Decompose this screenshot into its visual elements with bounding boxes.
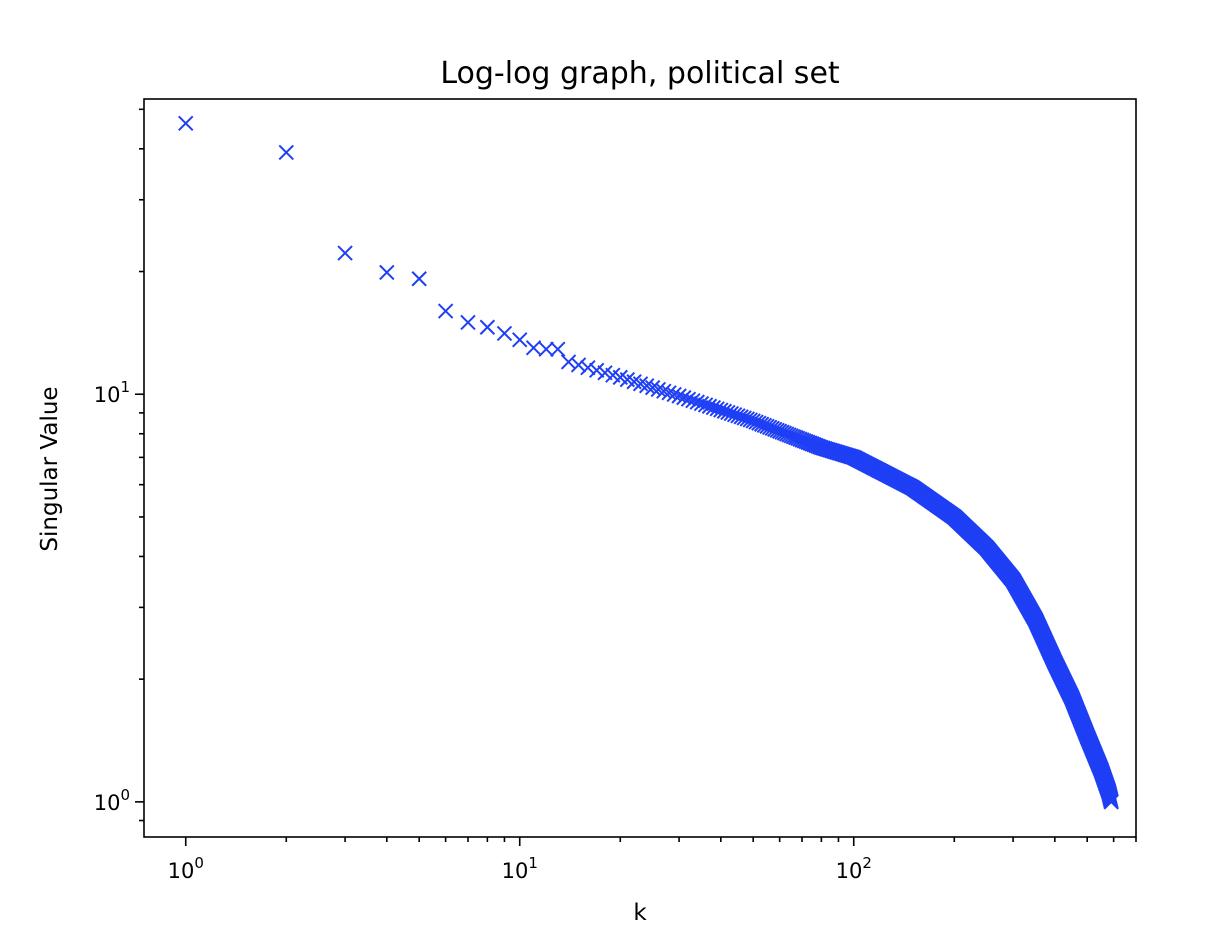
data-point [178,115,194,132]
data-points [178,115,1119,810]
data-point [588,362,605,379]
data-point [1103,794,1119,810]
x-tick-label: 100 [168,854,204,883]
data-point [479,319,496,335]
data-point [560,354,577,370]
data-point [661,385,677,401]
data-point [650,381,667,398]
data-point [538,341,554,357]
data-point [437,303,454,319]
data-point [278,144,294,161]
data-point [742,412,758,428]
data-point [676,389,692,406]
data-point [671,388,687,404]
y-axis-label: Singular Value [37,386,63,551]
x-tick-label: 102 [836,854,872,883]
chart-title: Log-log graph, political set [440,56,840,91]
data-point [460,314,476,331]
data-point [680,391,697,407]
y-tick-label: 100 [94,786,130,815]
data-point [411,271,427,287]
data-point [656,383,672,399]
data-point [337,245,353,261]
data-point [644,379,661,396]
data-point [580,360,596,376]
y-tick-label: 101 [94,378,130,407]
data-point [739,411,755,427]
data-point [745,413,761,429]
data-point [550,341,566,357]
data-point [756,417,773,434]
data-point [496,325,513,342]
data-point [693,395,710,412]
data-point [639,378,655,394]
data-point [685,392,701,409]
x-axis-label: k [633,900,647,926]
data-point [753,416,770,432]
x-axis-ticks: 100 101 102 [168,837,1137,883]
x-tick-label: 101 [502,854,538,883]
data-point [512,332,528,348]
data-point [689,394,705,410]
plot-area [143,98,1137,838]
data-point [570,357,587,373]
data-point [379,264,395,281]
data-point [666,386,682,403]
data-point [525,340,542,356]
y-axis-ticks: 100 101 [94,108,144,822]
data-point [748,414,764,430]
data-point [751,415,767,431]
